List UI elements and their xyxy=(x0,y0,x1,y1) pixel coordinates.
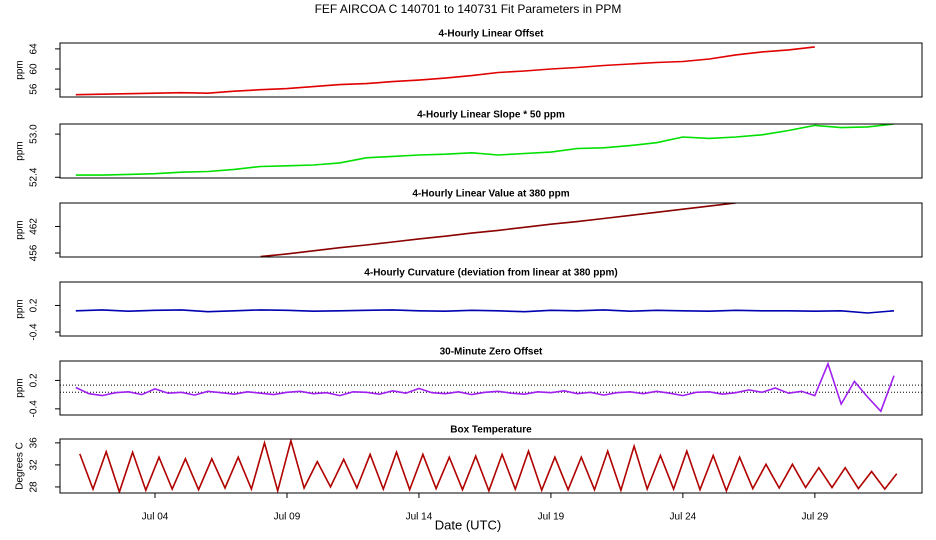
y-tick-label: 36 xyxy=(29,437,40,449)
y-tick-label: 53.0 xyxy=(29,124,40,144)
panel-title: 4-Hourly Linear Value at 380 ppm xyxy=(412,189,569,200)
x-tick-label: Jul 04 xyxy=(142,512,169,523)
y-axis-label: ppm xyxy=(15,299,26,318)
panel-frame xyxy=(59,123,923,179)
y-tick-label: 0.2 xyxy=(29,373,40,387)
x-tick-label: Jul 19 xyxy=(538,512,565,523)
y-axis-label: ppm xyxy=(15,220,26,239)
x-tick-label: Jul 24 xyxy=(670,512,697,523)
y-tick-label: 60 xyxy=(29,63,40,75)
panel-frame xyxy=(59,42,923,98)
panel-title: 4-Hourly Curvature (deviation from linea… xyxy=(364,268,617,279)
panel-title: 4-Hourly Linear Slope * 50 ppm xyxy=(417,110,565,121)
data-line xyxy=(75,361,895,413)
y-tick-label: -0.4 xyxy=(29,323,40,341)
data-line xyxy=(79,439,898,493)
x-tick-label: Jul 14 xyxy=(406,512,433,523)
data-line xyxy=(260,203,736,257)
y-tick-label: 64 xyxy=(29,43,40,55)
y-tick-label: 32 xyxy=(29,459,40,471)
data-line xyxy=(75,46,815,96)
x-tick-label: Jul 09 xyxy=(274,512,301,523)
panel-frame xyxy=(59,202,923,258)
data-line xyxy=(75,124,895,176)
panel-frame xyxy=(59,438,923,494)
y-tick-label: 52.4 xyxy=(29,167,40,187)
panel-title: Box Temperature xyxy=(450,425,532,436)
y-axis-label: ppm xyxy=(15,60,26,79)
data-line xyxy=(75,309,895,314)
chart-title: FEF AIRCOA C 140701 to 140731 Fit Parame… xyxy=(315,2,622,16)
y-tick-label: 0.2 xyxy=(29,298,40,312)
y-axis-label: Degrees C xyxy=(15,442,26,490)
y-tick-label: 56 xyxy=(29,83,40,95)
y-axis-label: ppm xyxy=(15,141,26,160)
x-tick-label: Jul 29 xyxy=(802,512,829,523)
y-tick-label: 462 xyxy=(29,218,40,235)
panel-title: 4-Hourly Linear Offset xyxy=(438,29,544,40)
y-axis-label: ppm xyxy=(15,378,26,397)
panel-title: 30-Minute Zero Offset xyxy=(440,347,543,358)
y-tick-label: 28 xyxy=(29,481,40,493)
panel-frame xyxy=(59,360,923,416)
y-tick-label: 456 xyxy=(29,244,40,261)
x-axis-label: Date (UTC) xyxy=(435,517,501,532)
y-tick-label: -0.4 xyxy=(29,400,40,418)
panel-frame xyxy=(59,281,923,337)
